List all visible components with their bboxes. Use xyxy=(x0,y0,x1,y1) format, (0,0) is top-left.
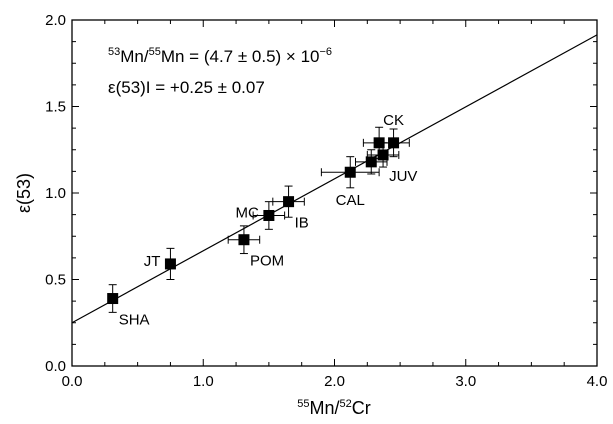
x-axis-tick-labels: 0.0 1.0 2.0 3.0 4.0 xyxy=(62,373,608,390)
point-label: MC xyxy=(236,204,259,221)
y-tick-label: 1.0 xyxy=(45,185,66,202)
point-label: JUV xyxy=(389,168,417,185)
point-label: JT xyxy=(144,253,161,270)
y-tick-label: 0.5 xyxy=(45,272,66,289)
data-point-marker xyxy=(388,137,400,149)
point-label: CK xyxy=(383,112,404,129)
data-point-marker xyxy=(365,156,377,168)
x-axis-ticks xyxy=(71,20,598,366)
x-tick-label: 4.0 xyxy=(587,373,608,390)
x-tick-label: 0.0 xyxy=(62,373,83,390)
data-point-marker xyxy=(373,137,385,149)
y-axis-title: ε(53) xyxy=(14,173,34,213)
x-tick-label: 1.0 xyxy=(193,373,214,390)
isochron-ratio-annotation: 53​Mn/55​Mn = (4.7 ± 0.5) × 10−6​ xyxy=(108,46,332,66)
data-point-marker xyxy=(107,293,119,305)
data-point-marker xyxy=(283,196,295,208)
x-tick-label: 3.0 xyxy=(455,373,476,390)
x-tick-label: 2.0 xyxy=(324,373,345,390)
x-axis-title: 55​Mn/52​Cr xyxy=(297,398,371,418)
data-point-marker xyxy=(263,209,275,221)
point-label: SHA xyxy=(119,312,150,329)
data-point-marker xyxy=(164,258,176,270)
data-markers xyxy=(107,137,400,305)
y-tick-label: 1.5 xyxy=(45,99,66,116)
y-tick-label: 2.0 xyxy=(45,12,66,29)
initial-epsilon-annotation: ε(53)I = +0.25 ± 0.07 xyxy=(108,78,265,97)
data-point-marker xyxy=(238,234,250,246)
point-label: IB xyxy=(295,215,309,232)
point-labels: SHA JT POM MC IB CAL JUV CK xyxy=(119,112,418,329)
regression-line xyxy=(71,34,598,324)
y-axis-ticks xyxy=(72,19,597,367)
plot-area: 0.0 1.0 2.0 3.0 4.0 0.0 0.5 1.0 1.5 2.0 SHA JT POM… xyxy=(45,12,607,390)
point-label: POM xyxy=(250,253,284,270)
data-point-marker xyxy=(377,149,389,161)
data-point-marker xyxy=(344,166,356,178)
y-axis-tick-labels: 0.0 0.5 1.0 1.5 2.0 xyxy=(45,12,66,375)
plot-frame xyxy=(71,19,598,367)
point-label: CAL xyxy=(336,192,365,209)
y-tick-label: 0.0 xyxy=(45,358,66,375)
